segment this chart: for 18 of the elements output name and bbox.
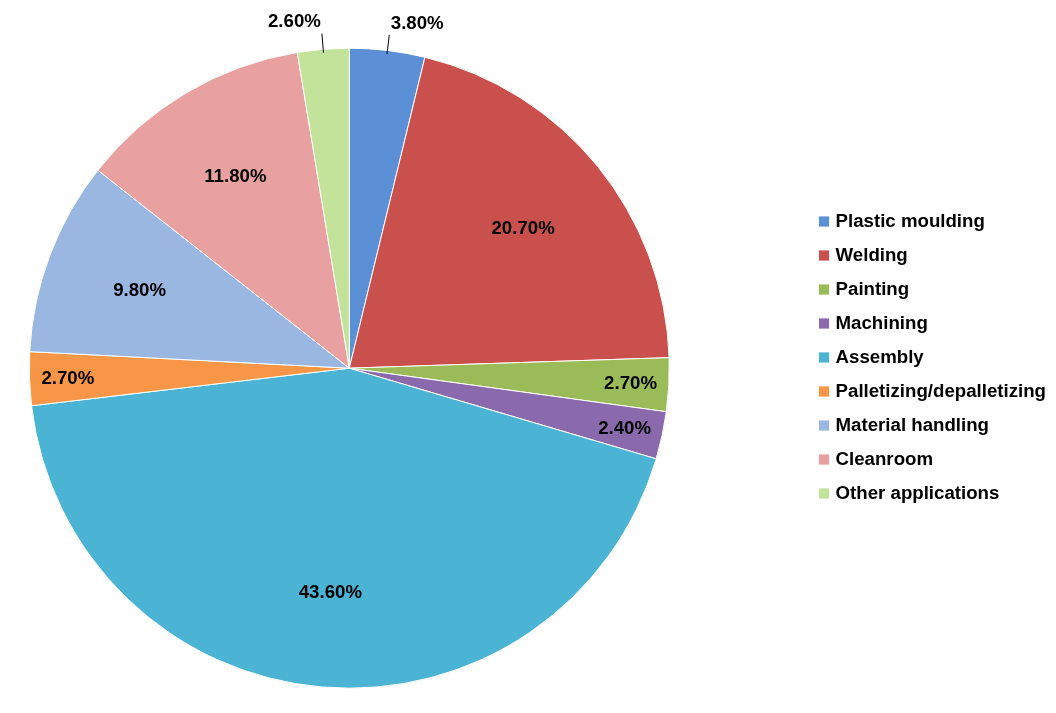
legend-label: Painting bbox=[835, 277, 910, 300]
legend-label: Plastic moulding bbox=[835, 209, 985, 232]
data-label: 2.60% bbox=[267, 10, 322, 32]
data-label: 9.80% bbox=[113, 278, 167, 300]
legend-label: Cleanroom bbox=[835, 447, 934, 470]
legend-label: Other applications bbox=[835, 481, 1000, 504]
legend-label: Palletizing/depalletizing bbox=[835, 379, 1046, 402]
legend-label: Machining bbox=[835, 311, 928, 334]
data-label: 2.40% bbox=[598, 416, 652, 438]
data-label: 2.70% bbox=[41, 366, 95, 388]
legend-label: Welding bbox=[835, 243, 908, 266]
data-label: 11.80% bbox=[204, 164, 267, 186]
data-label: 43.60% bbox=[298, 580, 363, 602]
legend-label: Material handling bbox=[835, 413, 989, 436]
data-label: 20.70% bbox=[491, 216, 556, 238]
data-label: 3.80% bbox=[390, 11, 445, 33]
data-label: 2.70% bbox=[604, 372, 658, 394]
legend-label: Assembly bbox=[835, 345, 924, 368]
